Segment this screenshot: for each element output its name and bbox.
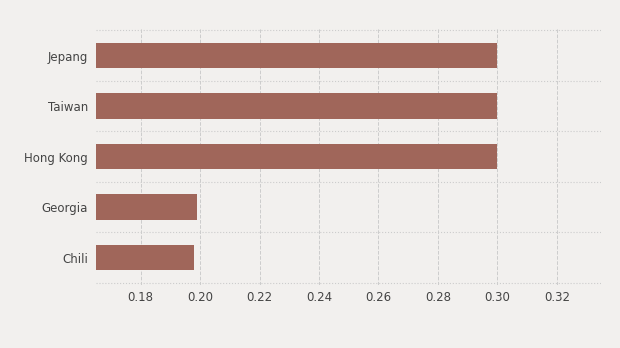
Bar	[0, 195, 197, 220]
Bar	[0, 245, 194, 270]
Bar	[0, 94, 497, 119]
Bar	[0, 43, 497, 68]
Bar	[0, 144, 497, 169]
